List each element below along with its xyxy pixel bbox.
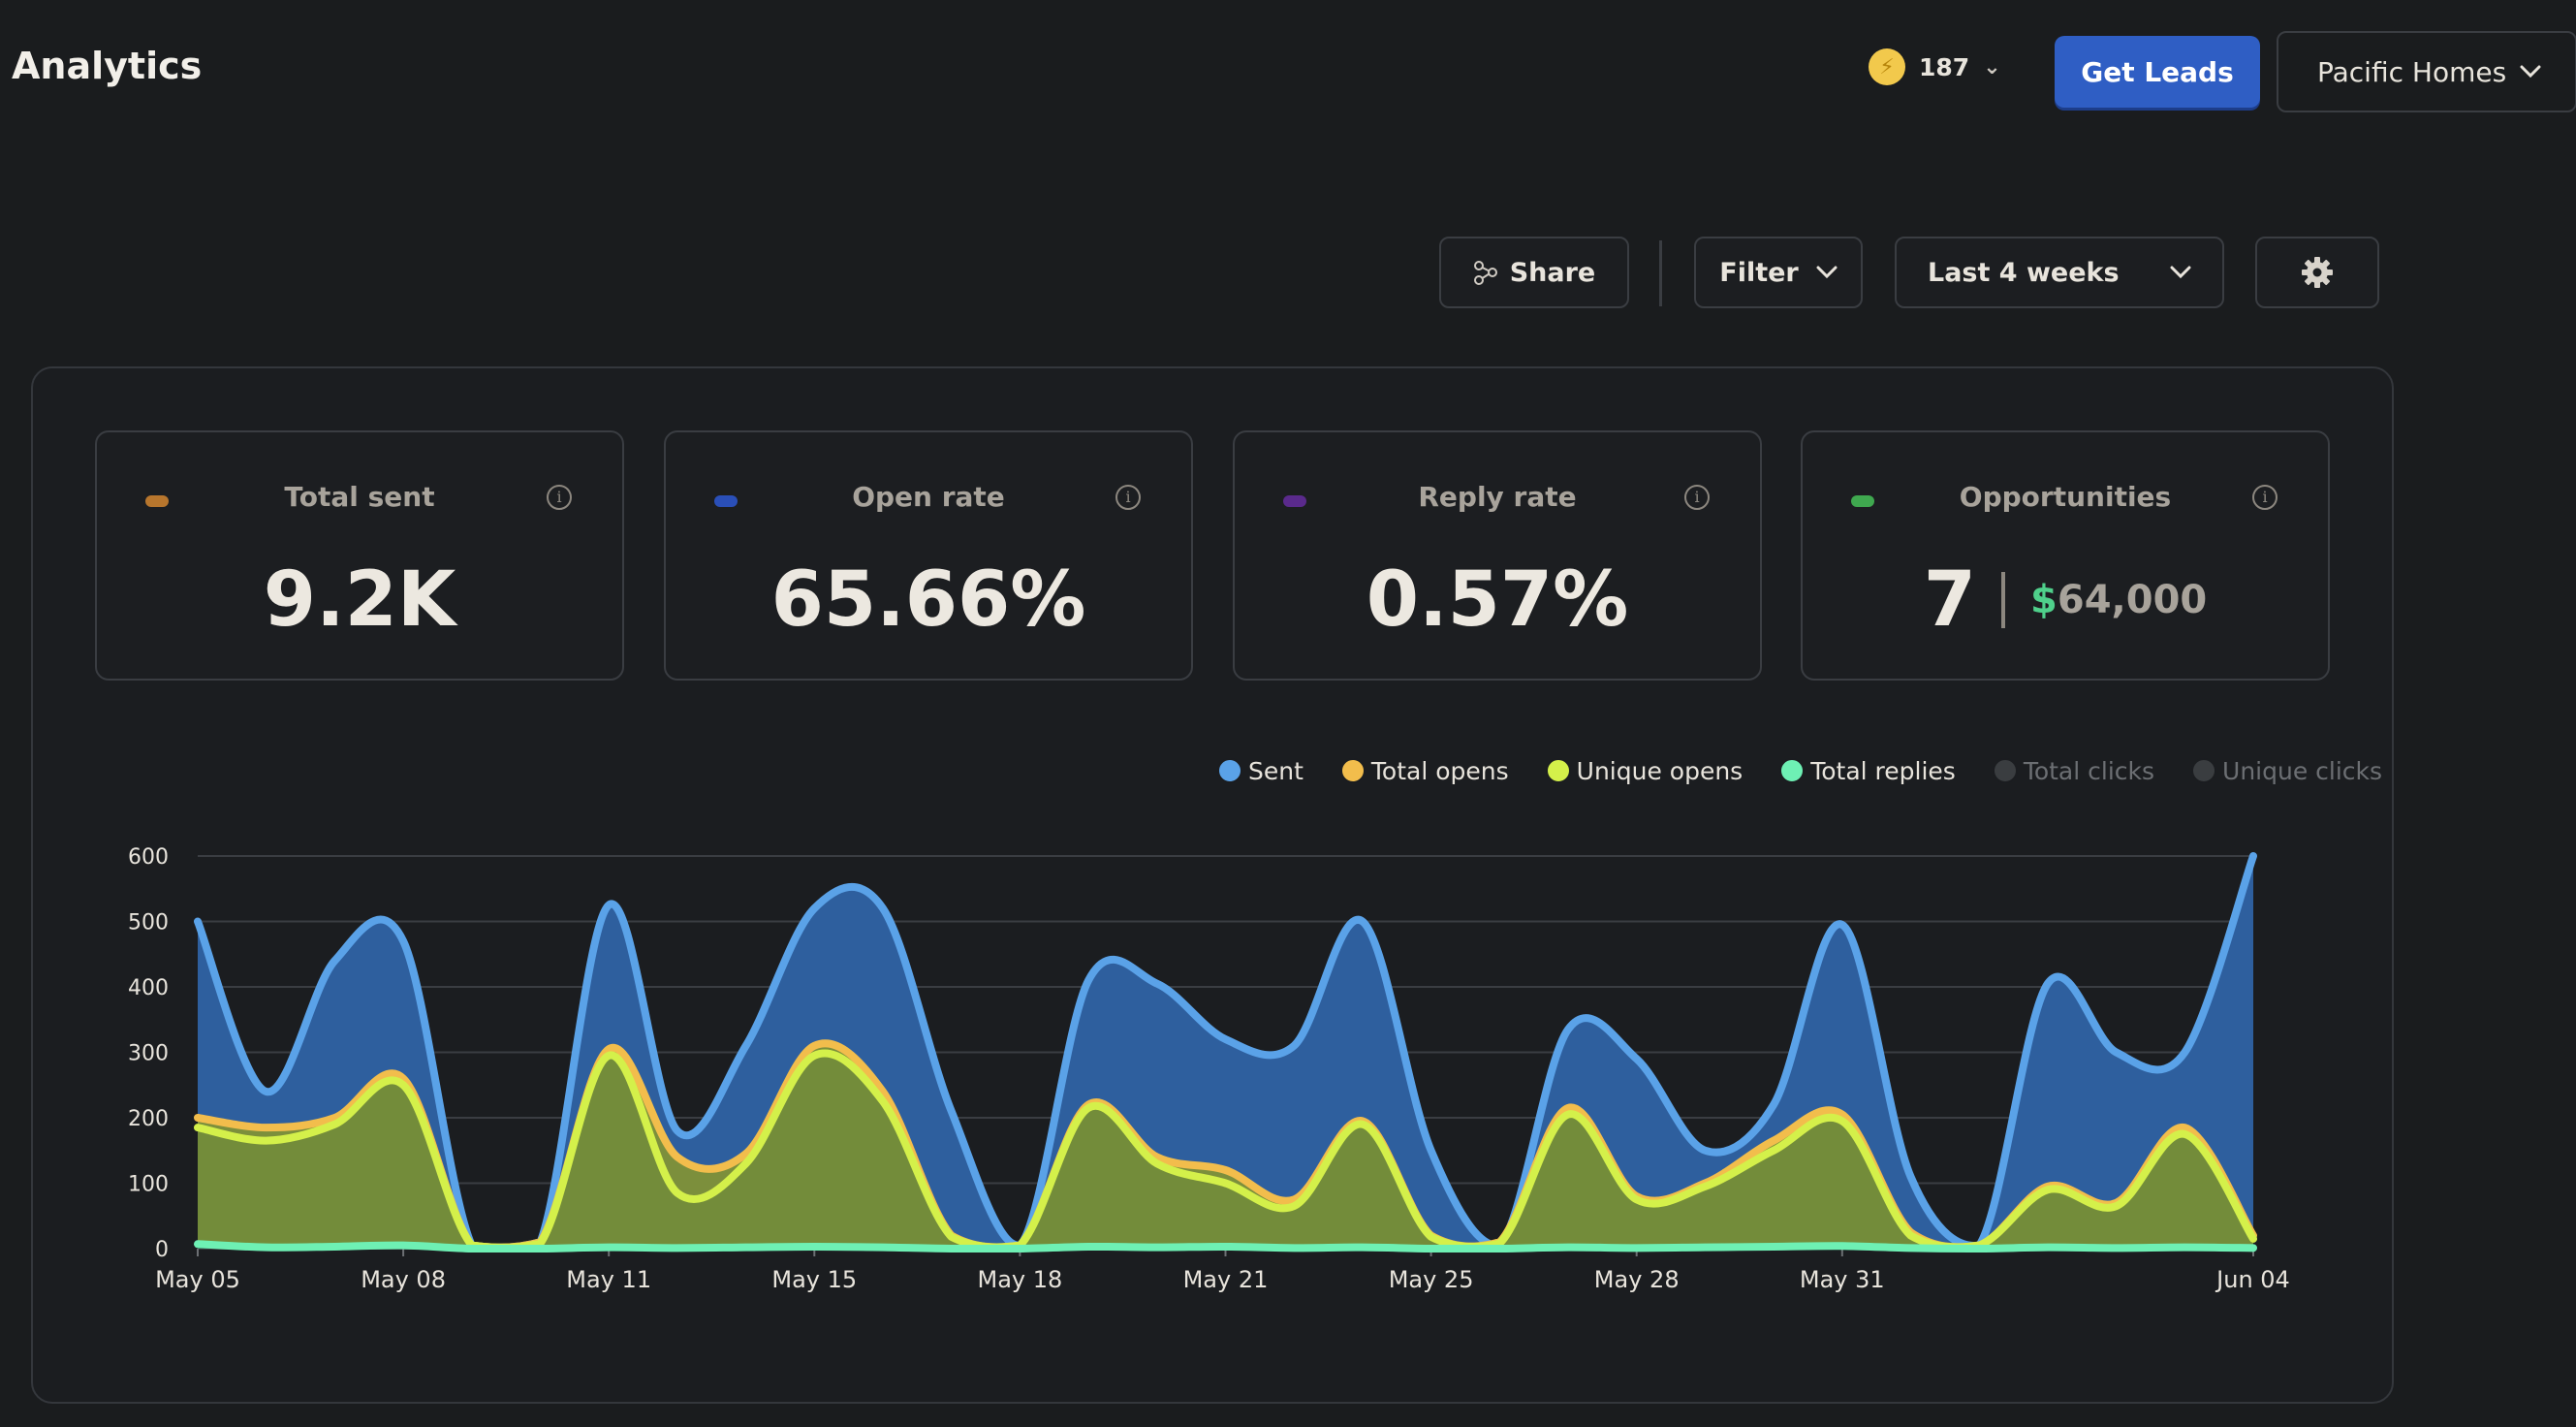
x-tick-label: May 11 xyxy=(566,1266,651,1293)
info-icon[interactable]: i xyxy=(1115,485,1141,510)
series-area-unique-opens xyxy=(198,1053,2253,1249)
chevron-down-icon xyxy=(1816,266,1838,279)
info-icon[interactable]: i xyxy=(547,485,572,510)
opportunities-value: 7 $64,000 xyxy=(1803,556,2328,644)
legend-label: Total opens xyxy=(1370,756,1509,785)
legend-swatch xyxy=(1545,758,1571,783)
workspace-name: Pacific Homes xyxy=(2317,55,2507,88)
legend-swatch xyxy=(1992,758,2018,783)
y-tick-label: 600 xyxy=(128,845,169,870)
y-tick-label: 400 xyxy=(128,976,169,1000)
legend-item[interactable]: Total clicks xyxy=(1992,756,2155,785)
filter-button[interactable]: Filter xyxy=(1694,237,1863,308)
legend-item[interactable]: Total opens xyxy=(1339,756,1509,785)
currency-symbol: $ xyxy=(2030,578,2058,622)
x-tick-label: May 31 xyxy=(1800,1266,1885,1293)
metric-color-dot xyxy=(145,495,169,507)
metric-card-open-rate: Open rate i 65.66% xyxy=(664,430,1193,681)
x-tick-label: May 05 xyxy=(155,1266,240,1293)
legend-swatch xyxy=(1339,758,1366,783)
bolt-coin-icon: ⚡ xyxy=(1869,48,1905,85)
x-tick-label: May 15 xyxy=(771,1266,857,1293)
opportunities-count: 7 xyxy=(1923,556,1977,644)
metric-color-dot xyxy=(1283,495,1306,507)
legend-item[interactable]: Sent xyxy=(1217,757,1304,785)
x-tick-label: May 18 xyxy=(978,1266,1063,1293)
email-activity-chart: 0 100 200 300 400 500 600 May 05 May 08 May 11 May… xyxy=(128,845,2290,1293)
chevron-down-icon xyxy=(2520,65,2541,79)
chart-legend: Sent Total opens Unique opens Total replies… xyxy=(1217,756,2419,785)
legend-label: Unique opens xyxy=(1576,756,1744,785)
settings-button[interactable] xyxy=(2255,237,2379,308)
legend-label: Total clicks xyxy=(2023,756,2155,785)
chevron-down-icon xyxy=(2170,266,2191,279)
legend-item[interactable]: Unique clicks xyxy=(2191,757,2382,785)
x-tick-label: May 28 xyxy=(1594,1266,1680,1293)
share-icon xyxy=(1473,261,1497,285)
y-tick-label: 300 xyxy=(128,1042,169,1066)
metric-card-opportunities: Opportunities i 7 $64,000 xyxy=(1801,430,2330,681)
series-line-total-replies xyxy=(194,1240,2257,1253)
metric-value: 65.66% xyxy=(770,556,1086,644)
amount-value: 64,000 xyxy=(2057,578,2208,622)
chevron-down-icon: ⌄ xyxy=(1983,54,2001,79)
series-area-sent xyxy=(198,856,2253,1249)
metric-title: Reply rate xyxy=(1418,481,1577,513)
filter-label: Filter xyxy=(1719,257,1799,288)
metric-card-total-sent: Total sent i 9.2K xyxy=(95,430,624,681)
date-range-select[interactable]: Last 4 weeks xyxy=(1895,237,2224,308)
get-leads-button[interactable]: Get Leads xyxy=(2055,36,2260,108)
x-tick-label: Jun 04 xyxy=(2215,1266,2290,1293)
y-tick-label: 100 xyxy=(128,1173,169,1197)
metric-color-dot xyxy=(714,495,738,507)
info-icon[interactable]: i xyxy=(1684,485,1710,510)
x-tick-label: May 25 xyxy=(1389,1266,1474,1293)
legend-label: Total replies xyxy=(1810,756,1956,785)
legend-item[interactable]: Unique opens xyxy=(1545,756,1744,785)
x-tick-label: May 08 xyxy=(361,1266,446,1293)
series-line-unique-opens xyxy=(194,1049,2257,1252)
legend-label: Sent xyxy=(1248,756,1304,785)
credits-count: 187 xyxy=(1919,52,1970,81)
opportunities-amount: $64,000 xyxy=(2030,578,2207,622)
x-tick-label: May 21 xyxy=(1183,1266,1269,1293)
legend-label: Unique clicks xyxy=(2222,756,2383,785)
metric-value: 9.2K xyxy=(263,556,456,644)
share-button[interactable]: Share xyxy=(1439,237,1629,308)
metric-color-dot xyxy=(1851,495,1874,507)
value-divider xyxy=(2001,572,2006,628)
share-label: Share xyxy=(1509,257,1596,288)
legend-swatch xyxy=(2191,758,2217,783)
legend-swatch xyxy=(1779,758,1806,783)
info-icon[interactable]: i xyxy=(2252,485,2278,510)
legend-swatch xyxy=(1217,758,1242,783)
gear-icon xyxy=(2302,257,2333,288)
y-tick-label: 0 xyxy=(155,1238,169,1262)
metric-title: Total sent xyxy=(284,481,435,513)
metric-title: Open rate xyxy=(852,481,1005,513)
date-range-label: Last 4 weeks xyxy=(1928,257,2120,288)
y-tick-label: 500 xyxy=(128,911,169,935)
y-tick-label: 200 xyxy=(128,1107,169,1131)
legend-item[interactable]: Total replies xyxy=(1779,757,1956,785)
toolbar-divider xyxy=(1659,240,1662,306)
metric-card-reply-rate: Reply rate i 0.57% xyxy=(1233,430,1762,681)
page-title: Analytics xyxy=(12,45,203,87)
workspace-selector[interactable]: Pacific Homes xyxy=(2277,31,2576,112)
metric-title: Opportunities xyxy=(1959,481,2172,513)
metric-value: 0.57% xyxy=(1366,556,1629,644)
credits-balance[interactable]: ⚡ 187 ⌄ xyxy=(1869,48,2001,85)
